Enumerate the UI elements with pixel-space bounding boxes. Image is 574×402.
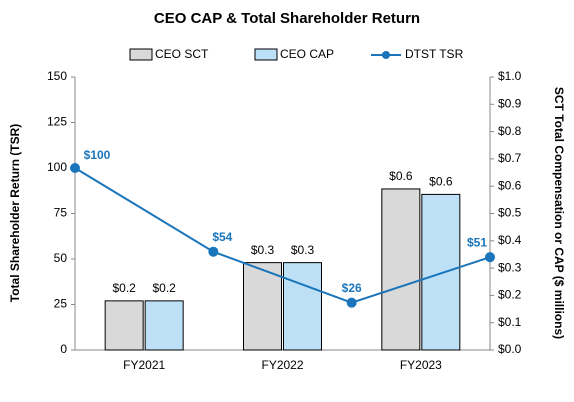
y-tick-label: 100	[47, 160, 67, 174]
bar-value-label: $0.6	[429, 175, 453, 189]
bar	[421, 193, 461, 351]
y-tick-label: 75	[54, 206, 68, 220]
bar	[144, 300, 184, 351]
line-point	[485, 252, 495, 263]
x-tick-label: FY2022	[261, 358, 303, 372]
bar-value-label: $0.6	[389, 169, 413, 183]
line-point	[208, 246, 219, 257]
y-tick-label: 0	[60, 342, 67, 356]
bar-value-label: $0.3	[251, 243, 275, 257]
legend-label: CEO CAP	[280, 47, 334, 61]
y2-tick-label: $0.5	[498, 206, 522, 220]
y2-tick-label: $0.2	[498, 288, 522, 302]
bar-value-label: $0.3	[291, 243, 315, 257]
y2-tick-label: $0.3	[498, 260, 522, 274]
x-tick-label: FY2021	[123, 358, 165, 372]
y2-tick-label: $0.4	[498, 233, 522, 247]
bar	[243, 262, 282, 351]
legend-label: CEO SCT	[155, 47, 209, 61]
bar-value-label: $0.2	[152, 281, 176, 295]
legend-marker	[382, 51, 390, 59]
y-tick-label: 50	[54, 251, 68, 265]
bar	[381, 188, 421, 351]
line	[74, 167, 491, 304]
y-tick-label: 150	[47, 69, 67, 83]
y-axis-label: Total Shareholder Return (TSR)	[8, 124, 22, 302]
y2-tick-label: $0.1	[498, 315, 522, 329]
line-point	[346, 297, 357, 308]
y-tick-label: 25	[54, 297, 68, 311]
y2-tick-label: $0.0	[498, 342, 522, 356]
legend-swatch	[129, 48, 153, 61]
chart-title: CEO CAP & Total Shareholder Return	[154, 10, 420, 27]
y2-tick-label: $0.8	[498, 124, 522, 138]
y2-tick-label: $0.6	[498, 178, 522, 192]
bar	[283, 262, 322, 351]
bar	[104, 300, 144, 351]
y2-tick-label: $1.0	[498, 69, 522, 83]
line-value-label: $100	[84, 148, 111, 162]
line-value-label: $54	[212, 230, 232, 244]
bar-value-label: $0.2	[112, 281, 136, 295]
line-point	[70, 163, 80, 173]
line-value-label: $51	[467, 235, 487, 249]
y-tick-label: 125	[47, 115, 67, 129]
legend-label: DTST TSR	[405, 47, 464, 61]
y2-tick-label: $0.9	[498, 96, 522, 110]
y2-axis-label: SCT Total Compensation or CAP ($ million…	[552, 87, 566, 339]
line-value-label: $26	[342, 281, 362, 295]
y2-tick-label: $0.7	[498, 151, 522, 165]
x-tick-label: FY2023	[400, 358, 442, 372]
legend-swatch	[254, 48, 278, 61]
